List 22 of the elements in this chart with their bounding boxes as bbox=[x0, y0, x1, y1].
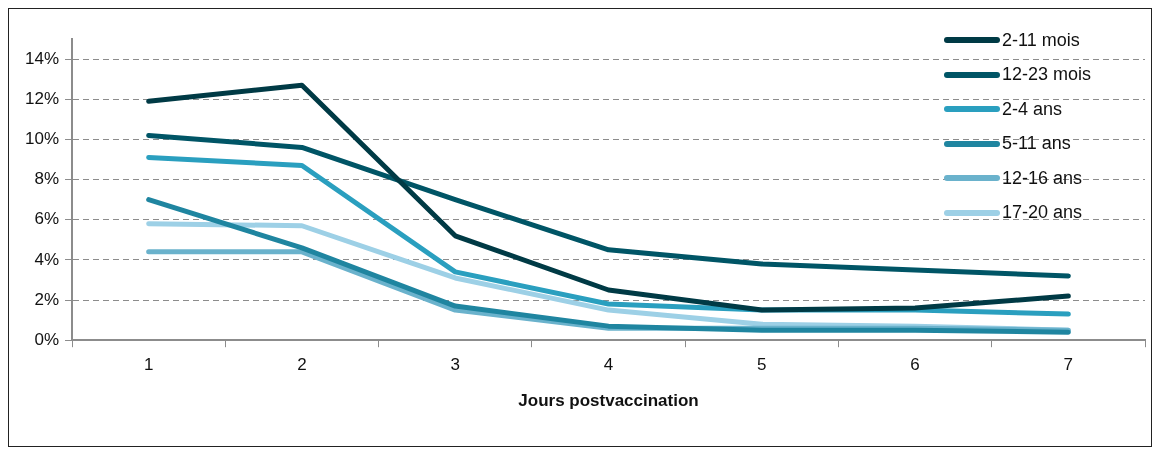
x-tick-label: 4 bbox=[603, 355, 614, 375]
x-tick-label: 2 bbox=[297, 355, 307, 375]
legend-label: 5-11 ans bbox=[1001, 133, 1071, 155]
x-tick-label: 5 bbox=[757, 355, 767, 375]
x-axis-title: Jours postvaccination bbox=[518, 391, 699, 411]
y-tick-label: 12% bbox=[24, 88, 60, 108]
legend-label: 2-4 ans bbox=[1001, 98, 1062, 120]
legend-label: 2-11 mois bbox=[1001, 29, 1080, 51]
y-tick-label: 14% bbox=[24, 48, 60, 68]
x-tick-label: 3 bbox=[450, 355, 460, 375]
y-tick-label: 0% bbox=[34, 329, 60, 349]
y-tick-label: 6% bbox=[34, 209, 60, 229]
x-tick-label: 7 bbox=[1063, 355, 1074, 375]
x-tick-label: 1 bbox=[143, 355, 154, 375]
x-tick-label: 6 bbox=[910, 355, 920, 375]
y-tick-label: 8% bbox=[34, 169, 60, 189]
y-tick-label: 4% bbox=[34, 249, 60, 269]
legend-label: 12-16 ans bbox=[1001, 167, 1083, 189]
y-tick-label: 10% bbox=[24, 129, 60, 149]
legend-label: 17-20 ans bbox=[1001, 202, 1083, 224]
legend-label: 12-23 mois bbox=[1001, 64, 1091, 86]
y-tick-label: 2% bbox=[34, 289, 60, 309]
